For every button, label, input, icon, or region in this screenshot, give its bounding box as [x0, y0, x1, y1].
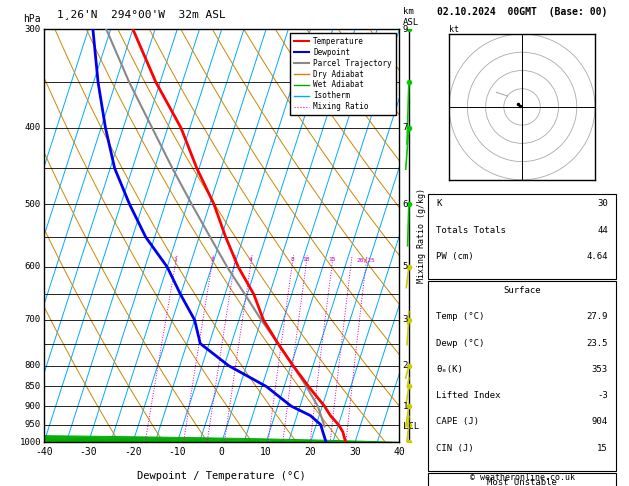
Text: 850: 850 — [25, 382, 41, 391]
Text: 15: 15 — [328, 257, 336, 262]
Text: Dewp (°C): Dewp (°C) — [437, 339, 485, 348]
Text: 1000: 1000 — [19, 438, 41, 447]
Text: -10: -10 — [169, 447, 186, 457]
Text: 30: 30 — [597, 199, 608, 208]
Text: 4: 4 — [249, 257, 253, 262]
Text: -20: -20 — [124, 447, 142, 457]
Text: km
ASL: km ASL — [403, 7, 419, 27]
Text: 4.64: 4.64 — [586, 252, 608, 261]
Text: 1: 1 — [403, 401, 408, 411]
Text: 950: 950 — [25, 420, 41, 429]
Text: Temp (°C): Temp (°C) — [437, 312, 485, 322]
Text: Totals Totals: Totals Totals — [437, 226, 506, 235]
Text: -3: -3 — [597, 391, 608, 400]
Text: 600: 600 — [25, 262, 41, 272]
Text: -40: -40 — [35, 447, 53, 457]
Text: 23.5: 23.5 — [586, 339, 608, 348]
Text: 353: 353 — [592, 365, 608, 374]
Legend: Temperature, Dewpoint, Parcel Trajectory, Dry Adiabat, Wet Adiabat, Isotherm, Mi: Temperature, Dewpoint, Parcel Trajectory… — [290, 33, 396, 115]
Text: hPa: hPa — [23, 14, 41, 24]
Text: 800: 800 — [25, 361, 41, 370]
Text: 30: 30 — [349, 447, 361, 457]
Text: kt: kt — [449, 25, 459, 34]
Bar — [428, 281, 616, 471]
Text: 20: 20 — [304, 447, 316, 457]
Text: CIN (J): CIN (J) — [437, 444, 474, 453]
Text: 904: 904 — [592, 417, 608, 427]
Text: 40: 40 — [394, 447, 405, 457]
Text: 7: 7 — [403, 123, 408, 132]
Text: LCL: LCL — [403, 422, 419, 431]
Text: Surface: Surface — [503, 286, 541, 295]
Text: 9: 9 — [403, 25, 408, 34]
Text: 27.9: 27.9 — [586, 312, 608, 322]
Text: Lifted Index: Lifted Index — [437, 391, 501, 400]
Text: © weatheronline.co.uk: © weatheronline.co.uk — [470, 473, 574, 482]
Text: 8: 8 — [291, 257, 294, 262]
Text: PW (cm): PW (cm) — [437, 252, 474, 261]
Text: Mixing Ratio (g/kg): Mixing Ratio (g/kg) — [417, 188, 426, 283]
Text: 6: 6 — [403, 200, 408, 209]
Text: 0: 0 — [219, 447, 225, 457]
Text: 900: 900 — [25, 401, 41, 411]
Text: K: K — [437, 199, 442, 208]
Text: 02.10.2024  00GMT  (Base: 00): 02.10.2024 00GMT (Base: 00) — [437, 7, 607, 17]
Bar — [428, 473, 616, 486]
Text: 20/25: 20/25 — [357, 257, 376, 262]
Text: 400: 400 — [25, 123, 41, 132]
Text: 2: 2 — [210, 257, 214, 262]
Text: 1¸26'N  294°00'W  32m ASL: 1¸26'N 294°00'W 32m ASL — [57, 9, 225, 19]
Text: -30: -30 — [80, 447, 97, 457]
Text: 500: 500 — [25, 200, 41, 209]
Text: Dewpoint / Temperature (°C): Dewpoint / Temperature (°C) — [137, 471, 306, 481]
Text: CAPE (J): CAPE (J) — [437, 417, 479, 427]
Text: θₑ(K): θₑ(K) — [437, 365, 463, 374]
Text: 1: 1 — [174, 257, 177, 262]
Bar — [428, 194, 616, 279]
Text: 15: 15 — [597, 444, 608, 453]
Text: 3: 3 — [233, 257, 237, 262]
Text: 44: 44 — [597, 226, 608, 235]
Text: 300: 300 — [25, 25, 41, 34]
Text: 700: 700 — [25, 315, 41, 324]
Text: 3: 3 — [403, 315, 408, 324]
Text: 2: 2 — [403, 361, 408, 370]
Text: 10: 10 — [260, 447, 272, 457]
Text: 10: 10 — [303, 257, 310, 262]
Text: 5: 5 — [403, 262, 408, 272]
Text: Most Unstable: Most Unstable — [487, 478, 557, 486]
